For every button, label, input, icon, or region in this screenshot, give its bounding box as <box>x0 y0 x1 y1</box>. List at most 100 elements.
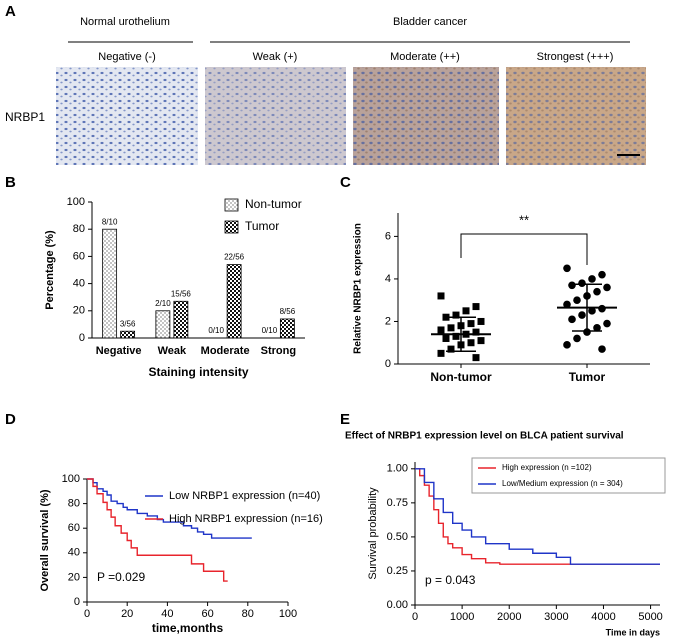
column-label: Negative (-) <box>98 51 155 63</box>
point <box>437 326 445 334</box>
annotation: ** <box>519 212 529 227</box>
point <box>477 337 485 345</box>
y-tick-label: 80 <box>68 498 80 510</box>
y-tick-label: 6 <box>385 230 391 242</box>
survival-curve <box>87 478 228 582</box>
column-label: Strongest (+++) <box>537 51 614 63</box>
survival-curve <box>415 468 660 565</box>
point <box>568 281 576 290</box>
y-axis-label: Overall survival (%) <box>39 489 51 591</box>
y-tick-label: 1.00 <box>387 463 408 475</box>
count-label: 15/56 <box>171 289 192 298</box>
y-tick-label: 80 <box>73 223 85 235</box>
x-tick-label: Negative <box>96 345 142 357</box>
x-tick-label: Weak <box>158 345 187 357</box>
point <box>437 292 445 300</box>
chart: D 0 20 40 60 80 100 0 20 40 60 80 100 Overall surviva… <box>5 411 323 635</box>
y-tick-label: 0 <box>74 596 80 608</box>
panel-label: C <box>340 174 351 191</box>
micrograph-texture <box>506 67 646 165</box>
count-label: 8/10 <box>102 217 118 226</box>
x-tick-label: 40 <box>161 608 173 620</box>
panel-label: B <box>5 174 16 191</box>
legend-label: High expression (n =102) <box>502 463 592 472</box>
point <box>598 345 606 353</box>
legend-label: Tumor <box>245 219 279 233</box>
legend-swatch <box>224 198 239 212</box>
y-tick-label: 60 <box>73 250 85 262</box>
bar <box>120 330 136 339</box>
point <box>472 328 480 336</box>
legend-label: High NRBP1 expression (n=16) <box>169 513 323 525</box>
point <box>603 319 611 328</box>
panel-label: D <box>5 411 16 428</box>
point <box>447 345 455 353</box>
y-tick-label: 0.00 <box>387 599 408 611</box>
y-tick-label: 60 <box>68 522 80 534</box>
point <box>452 311 460 319</box>
point <box>467 339 475 347</box>
y-axis-label: Percentage (%) <box>44 230 56 310</box>
annotation: p = 0.043 <box>425 573 476 587</box>
x-tick-label: Non-tumor <box>430 370 492 384</box>
x-tick-label: 100 <box>279 608 297 620</box>
legend-label: Low NRBP1 expression (n=40) <box>169 490 320 502</box>
y-tick-label: 0 <box>385 358 391 370</box>
chart: B 0 20 40 60 80 100 Percentage (%) Staining inte… <box>5 174 305 379</box>
point <box>563 300 571 309</box>
point <box>593 287 601 296</box>
y-tick-label: 4 <box>385 273 391 285</box>
x-tick-label: 0 <box>412 611 418 623</box>
point <box>578 279 586 287</box>
micrograph-texture <box>353 67 499 165</box>
count-label: 2/10 <box>155 299 171 308</box>
point <box>447 324 455 332</box>
x-axis-label: Time in days <box>606 627 660 637</box>
x-tick-label: 20 <box>121 608 133 620</box>
x-axis-label: Staining intensity <box>148 365 248 379</box>
y-tick-label: 20 <box>73 305 85 317</box>
legend-swatch <box>224 220 239 234</box>
group-label: Bladder cancer <box>393 16 467 28</box>
count-label: 8/56 <box>280 307 296 316</box>
x-tick-label: Tumor <box>569 370 606 384</box>
x-tick-label: 60 <box>201 608 213 620</box>
x-tick-label: 80 <box>242 608 254 620</box>
y-axis-label: Survival probability <box>367 487 379 580</box>
significance-bracket <box>460 233 588 265</box>
panel-a: A Normal urothelium Bladder cancer Negat… <box>5 3 646 165</box>
legend-label: Low/Medium expression (n = 304) <box>502 479 623 488</box>
annotation: P =0.029 <box>97 570 145 584</box>
point <box>452 332 460 340</box>
micrograph-texture <box>56 67 198 165</box>
y-tick-label: 100 <box>62 473 80 485</box>
group-label: Normal urothelium <box>80 16 170 28</box>
legend-box <box>471 457 666 494</box>
y-tick-label: 0.75 <box>387 497 408 509</box>
point <box>573 296 581 304</box>
point <box>563 264 571 273</box>
y-tick-label: 0.25 <box>387 565 408 577</box>
x-axis-label: time,months <box>152 621 224 635</box>
point <box>563 341 571 349</box>
bar <box>155 310 171 339</box>
bar <box>226 264 242 339</box>
point <box>462 307 470 315</box>
chart: E 0.00 0.25 0.50 0.75 1.00 0 1000 2000 3000 4000 50… <box>340 411 666 637</box>
y-tick-label: 40 <box>73 278 85 290</box>
legend-label: Non-tumor <box>245 197 302 211</box>
point <box>472 354 480 362</box>
point <box>593 324 601 332</box>
column-label: Moderate (++) <box>390 51 460 63</box>
bar <box>102 228 118 339</box>
row-label: NRBP1 <box>5 110 45 124</box>
chart-title: Effect of NRBP1 expression level on BLCA… <box>345 431 624 442</box>
y-tick-label: 0 <box>79 332 85 344</box>
panel-label: E <box>340 411 350 428</box>
x-tick-label: 0 <box>84 608 90 620</box>
chart: C 0 2 4 6 Relative NRBP1 expression Non-tumor T… <box>340 174 650 384</box>
micrograph-texture <box>205 67 346 165</box>
point <box>467 320 475 328</box>
point <box>603 283 611 292</box>
